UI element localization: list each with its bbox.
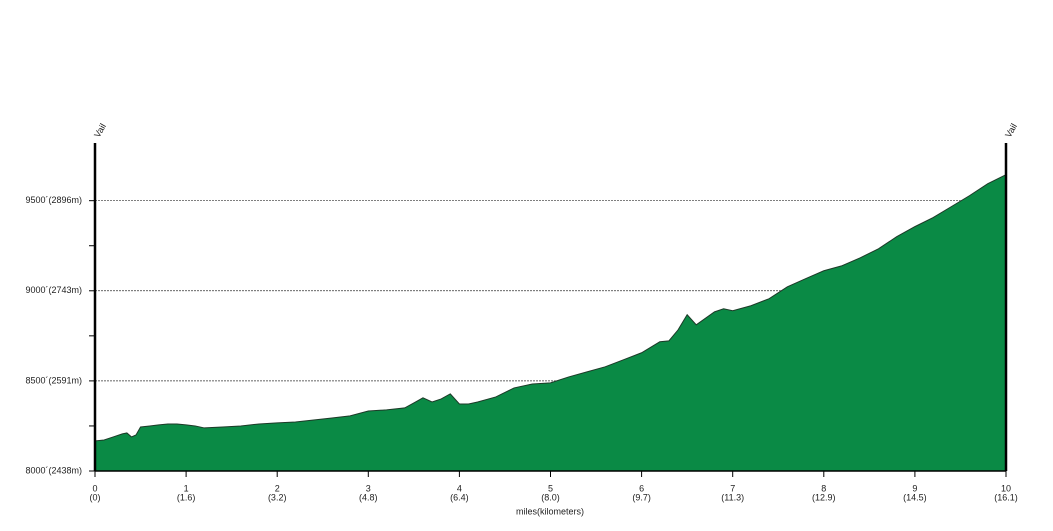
x-tick-label: 5 <box>548 483 553 493</box>
x-tick-km-label: (11.3) <box>721 492 744 502</box>
location-label: Vail <box>92 122 108 139</box>
x-tick-km-label: (4.8) <box>359 492 378 502</box>
y-tick-label: 9000´(2743m) <box>25 285 82 295</box>
x-tick-label: 7 <box>730 483 735 493</box>
x-tick-km-label: (12.9) <box>812 492 836 502</box>
x-tick-label: 2 <box>275 483 280 493</box>
x-tick-label: 9 <box>912 483 917 493</box>
y-tick-label: 8500´(2591m) <box>25 375 82 385</box>
x-tick-km-label: (16.1) <box>994 492 1018 502</box>
x-tick-km-label: (6.4) <box>450 492 469 502</box>
y-tick-label: 8000´(2438m) <box>25 465 82 475</box>
x-tick-km-label: (14.5) <box>903 492 927 502</box>
x-tick-label: 1 <box>184 483 189 493</box>
x-tick-label: 4 <box>457 483 462 493</box>
x-tick-label: 6 <box>639 483 644 493</box>
x-tick-km-label: (3.2) <box>268 492 287 502</box>
x-tick-label: 0 <box>92 483 97 493</box>
y-tick-label: 9500´(2896m) <box>25 195 82 205</box>
location-label: Vail <box>1003 122 1019 139</box>
elevation-area <box>94 173 1007 472</box>
x-tick-label: 10 <box>1001 483 1011 493</box>
x-tick-km-label: (1.6) <box>177 492 196 502</box>
x-tick-label: 3 <box>366 483 371 493</box>
x-tick-km-label: (8.0) <box>541 492 560 502</box>
x-tick-label: 8 <box>821 483 826 493</box>
x-axis-label: miles(kilometers) <box>516 506 584 516</box>
x-tick-km-label: (9.7) <box>632 492 651 502</box>
x-tick-km-label: (0) <box>90 492 101 502</box>
